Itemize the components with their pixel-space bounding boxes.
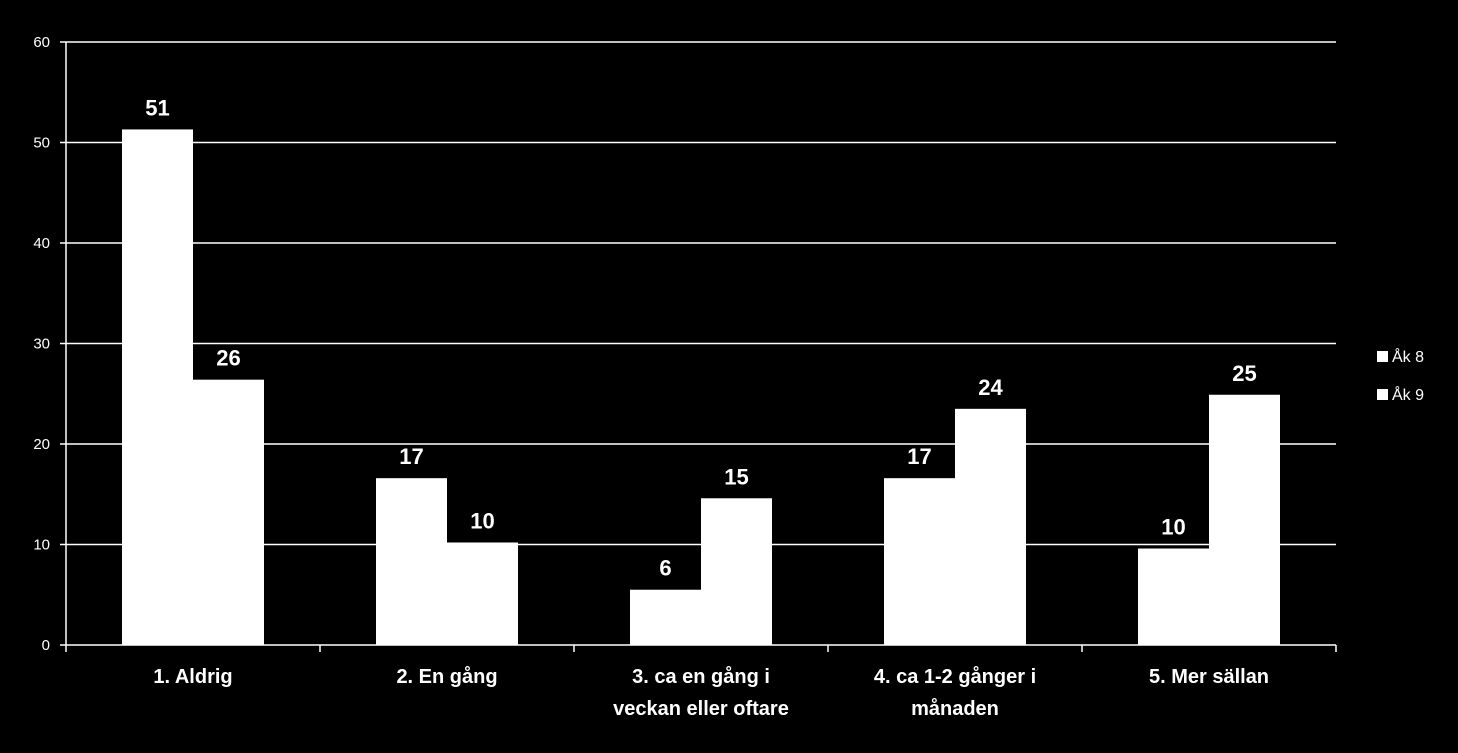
- y-tick-label: 10: [33, 537, 50, 554]
- bar: [447, 542, 518, 645]
- data-label: 51: [145, 95, 169, 120]
- bar: [376, 478, 447, 645]
- bar: [630, 589, 701, 645]
- bar: [1138, 548, 1209, 645]
- legend-label: Åk 9: [1392, 385, 1424, 404]
- data-label: 26: [216, 346, 240, 371]
- x-tick-label: 5. Mer sällan: [1149, 666, 1269, 688]
- bar: [1209, 394, 1280, 645]
- data-label: 10: [470, 508, 494, 533]
- bar: [122, 129, 193, 645]
- y-tick-label: 50: [33, 135, 50, 152]
- bar: [701, 498, 772, 645]
- data-label: 10: [1161, 515, 1185, 540]
- x-tick-label: 3. ca en gång i: [632, 665, 770, 688]
- data-label: 15: [724, 464, 748, 489]
- bar: [193, 379, 264, 645]
- x-tick-label: veckan eller oftare: [613, 698, 789, 720]
- bar: [884, 478, 955, 645]
- x-tick-label: 4. ca 1-2 gånger i: [874, 665, 1036, 688]
- bar: [955, 408, 1026, 645]
- y-tick-label: 20: [33, 436, 50, 453]
- y-tick-label: 30: [33, 336, 50, 353]
- data-label: 24: [978, 375, 1003, 400]
- y-tick-label: 60: [33, 34, 50, 51]
- legend-swatch: [1377, 389, 1388, 400]
- y-tick-label: 40: [33, 235, 50, 252]
- legend-swatch: [1377, 351, 1388, 362]
- data-label: 6: [659, 556, 671, 581]
- x-tick-label: 1. Aldrig: [153, 666, 232, 688]
- legend-label: Åk 8: [1392, 347, 1424, 366]
- data-label: 17: [907, 444, 931, 469]
- data-label: 17: [399, 444, 423, 469]
- data-label: 25: [1232, 361, 1256, 386]
- x-tick-label: månaden: [911, 697, 999, 720]
- y-tick-label: 0: [42, 637, 50, 654]
- x-tick-label: 2. En gång: [396, 665, 497, 688]
